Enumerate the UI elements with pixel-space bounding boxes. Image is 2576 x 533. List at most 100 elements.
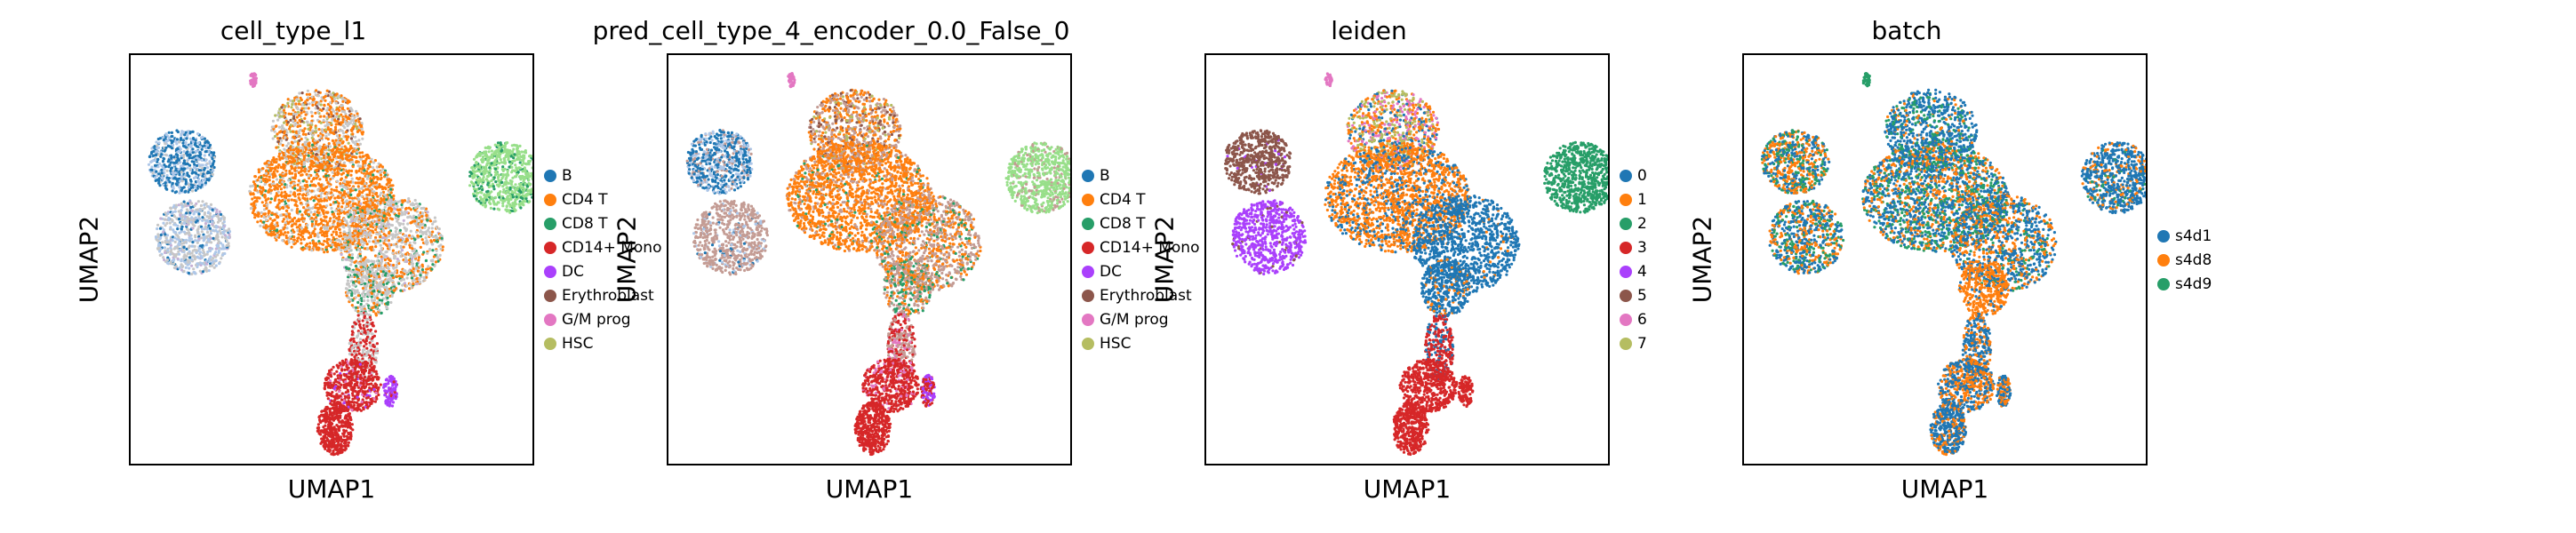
cell-point (273, 134, 277, 139)
cell-point (284, 169, 288, 172)
cell-point (349, 173, 353, 177)
cell-point (163, 246, 166, 250)
cell-point (175, 252, 179, 256)
cell-point (344, 112, 348, 115)
cell-point (417, 204, 420, 208)
cell-point (406, 222, 410, 226)
cell-point (329, 217, 332, 220)
cell-point (154, 176, 157, 179)
cell-point (201, 208, 204, 211)
cell-point (178, 179, 181, 183)
cell-point (278, 158, 282, 162)
cell-point (359, 202, 363, 205)
cell-point (343, 239, 347, 243)
cell-point (280, 106, 284, 109)
cell-point (208, 227, 212, 230)
cell-point (382, 242, 386, 245)
cell-point (306, 121, 309, 124)
cell-point (417, 259, 420, 262)
cell-point (306, 197, 309, 201)
cell-point (394, 227, 397, 230)
cell-point (336, 238, 340, 242)
cell-point (430, 267, 434, 271)
cell-point (424, 271, 428, 274)
cell-point (196, 200, 200, 203)
cell-point (204, 141, 207, 145)
cell-point (269, 188, 274, 192)
cell-point (292, 108, 295, 112)
cell-point (316, 163, 319, 167)
cell-point (324, 192, 327, 195)
cell-point (290, 245, 293, 249)
cell-point (275, 124, 278, 128)
cell-point (158, 184, 162, 187)
cell-point (196, 262, 199, 266)
cell-point (160, 168, 164, 171)
cell-point (182, 249, 186, 252)
cell-point (340, 235, 343, 238)
cell-point (287, 238, 291, 242)
cell-point (356, 206, 359, 210)
cell-point (328, 219, 332, 223)
cell-point (220, 212, 223, 217)
cell-point (167, 137, 171, 140)
cell-point (324, 94, 327, 99)
cell-point (412, 279, 415, 282)
cell-point (171, 239, 174, 243)
cell-point (342, 161, 346, 164)
cell-point (382, 222, 386, 226)
cell-point (167, 216, 171, 219)
cell-point (411, 247, 414, 251)
cell-point (399, 244, 403, 248)
cell-point (304, 147, 308, 151)
cell-point (198, 145, 202, 148)
cell-point (309, 167, 313, 171)
cell-point (346, 232, 349, 235)
cell-point (274, 114, 277, 117)
cell-point (388, 230, 391, 234)
cell-point (371, 166, 375, 170)
cell-point (187, 271, 190, 275)
cell-point (303, 184, 307, 187)
cell-point (355, 119, 358, 123)
cell-point (372, 180, 375, 184)
cell-point (299, 234, 303, 237)
cell-point (204, 202, 208, 205)
cell-point (406, 201, 410, 204)
cell-point (312, 199, 316, 203)
cell-point (341, 140, 345, 144)
cell-point (195, 202, 198, 205)
cell-point (340, 94, 343, 98)
cell-point (304, 143, 308, 147)
cell-point (216, 235, 220, 239)
cell-point (282, 127, 285, 131)
cell-point (374, 227, 378, 232)
cell-point (157, 141, 161, 145)
cell-point (388, 259, 391, 262)
cell-point (310, 136, 314, 139)
cell-point (322, 204, 325, 208)
cell-point (359, 123, 364, 128)
cell-point (152, 149, 156, 153)
cell-point (368, 214, 372, 218)
cell-point (316, 246, 319, 250)
cell-point (179, 161, 182, 164)
cell-point (338, 243, 341, 247)
cell-point (399, 279, 403, 282)
cell-point (272, 125, 276, 129)
cell-point (281, 180, 284, 184)
cell-point (262, 216, 266, 219)
cell-point (315, 89, 318, 92)
cell-point (196, 156, 199, 160)
cell-point (193, 166, 197, 170)
cell-point (182, 200, 186, 203)
cell-point (208, 162, 212, 165)
cell-point (207, 150, 211, 154)
cell-point (188, 236, 191, 240)
cell-point (374, 241, 378, 244)
cell-point (279, 187, 283, 191)
cell-point (307, 123, 310, 127)
cell-point (399, 289, 403, 292)
cell-point (315, 216, 318, 219)
cell-point (338, 115, 341, 118)
